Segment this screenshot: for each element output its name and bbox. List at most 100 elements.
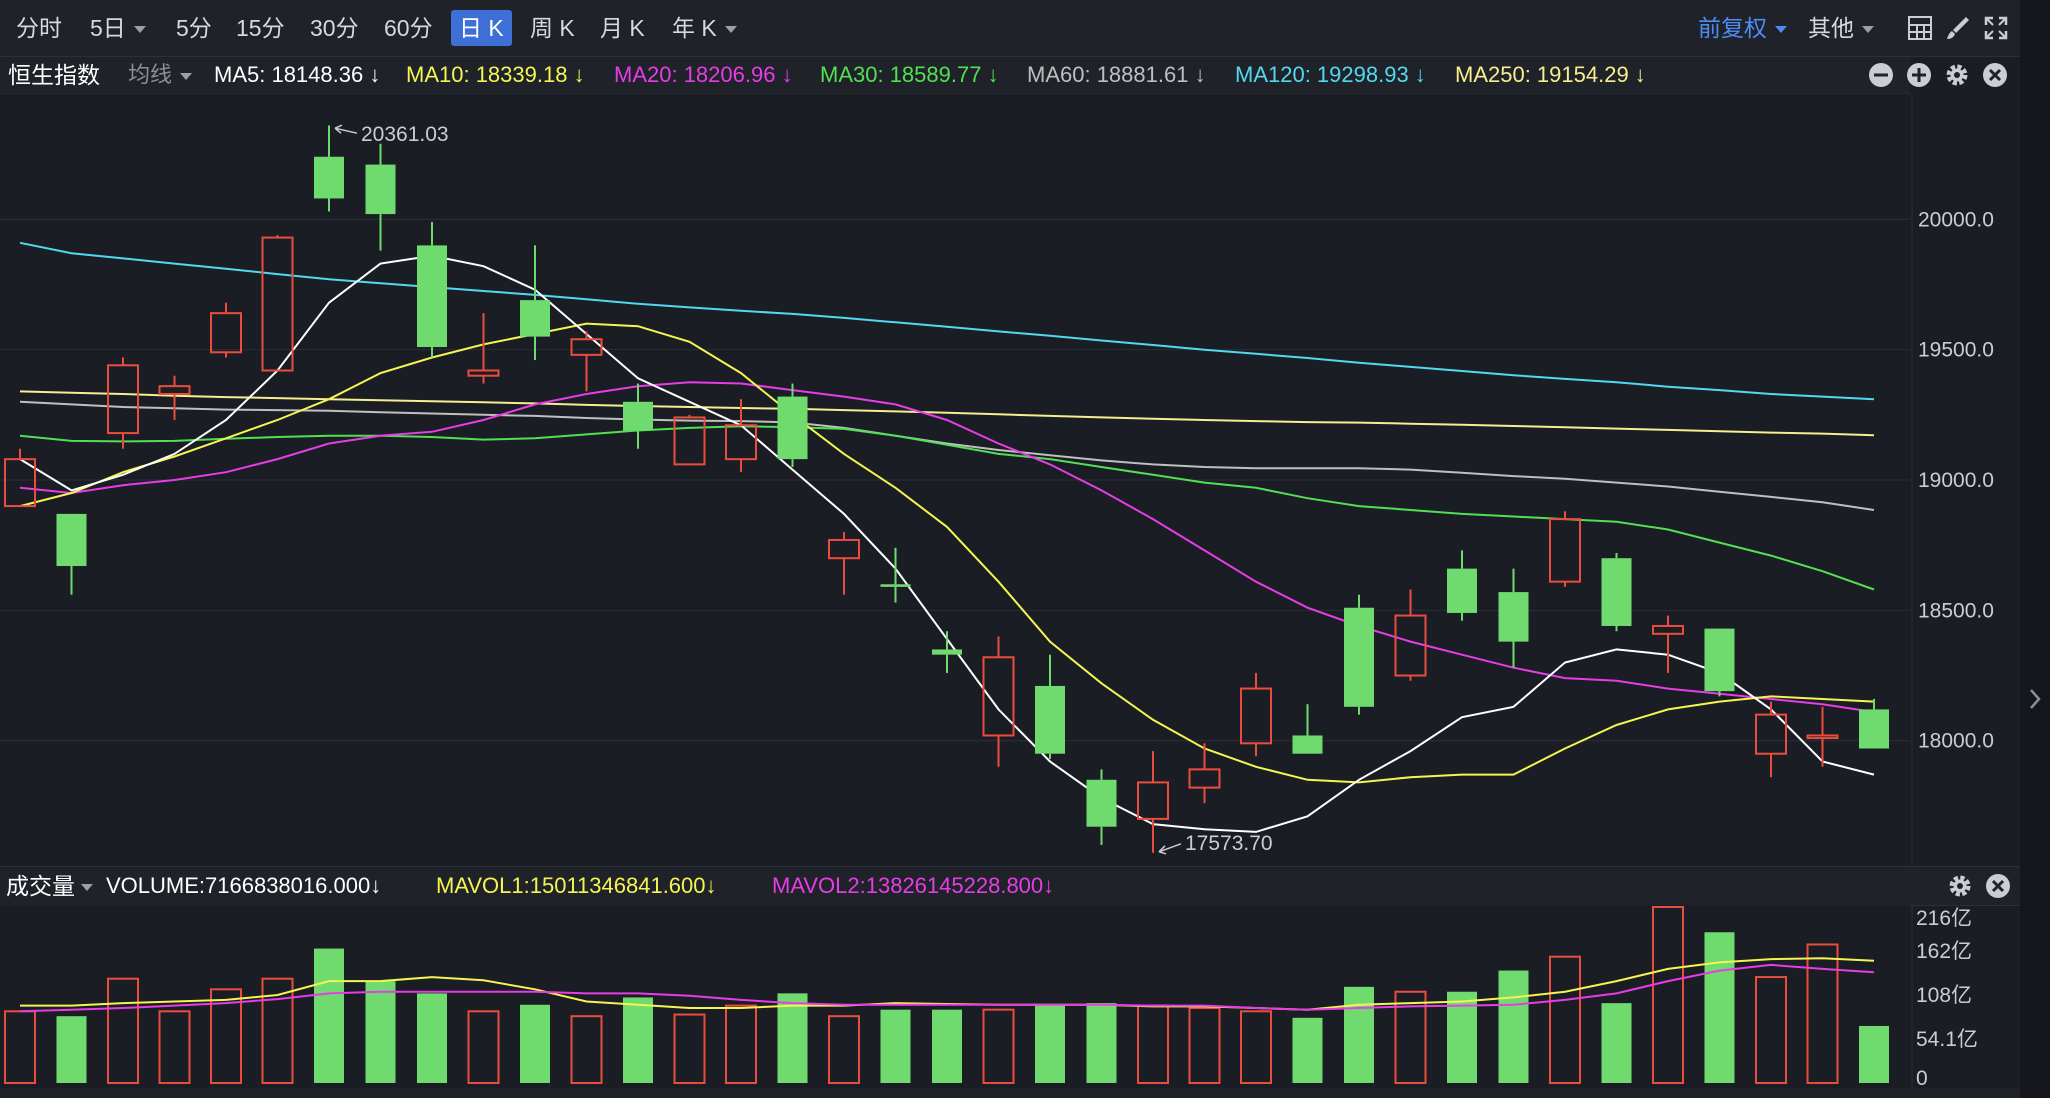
- candle-body: [365, 164, 396, 215]
- chevron-down-icon: [180, 72, 193, 80]
- volume-bar: [1859, 1025, 1889, 1083]
- candle: [1549, 511, 1581, 587]
- add-icon[interactable]: [1905, 61, 1933, 89]
- candle: [1035, 654, 1065, 759]
- tab-label: 30分: [310, 15, 359, 41]
- volume-indicator-dropdown[interactable]: 成交量: [6, 867, 93, 905]
- gear-icon[interactable]: [1946, 872, 1974, 900]
- tab-yearly[interactable]: 年 K: [664, 10, 745, 46]
- candle: [982, 636, 1015, 767]
- high-annotation-arrow: [334, 124, 358, 134]
- chevron-right-icon[interactable]: [2026, 686, 2044, 712]
- volume-bar: [982, 1008, 1015, 1084]
- tab-15min[interactable]: 15分: [228, 10, 293, 46]
- mavol2-value: MAVOL2:13826145228.800↓: [772, 873, 1055, 898]
- candle: [520, 245, 550, 361]
- volume-bar: [1086, 1003, 1117, 1083]
- volume-bar: [1704, 932, 1735, 1083]
- ma-line: [19, 400, 1875, 511]
- candle-body: [777, 396, 808, 460]
- candle: [107, 357, 139, 449]
- candle: [1704, 628, 1735, 697]
- ma20-value: MA20: 18206.96 ↓: [614, 62, 793, 87]
- price-annotations: 20361.03 17573.70: [334, 123, 1273, 855]
- tab-60min[interactable]: 60分: [376, 10, 441, 46]
- tab-daily[interactable]: 日 K: [451, 10, 512, 46]
- volume-bar: [623, 997, 653, 1083]
- close-icon[interactable]: [1984, 872, 2012, 900]
- gear-icon[interactable]: [1943, 61, 1971, 89]
- volume-bar: [1652, 906, 1684, 1084]
- volume-bar: [932, 1009, 962, 1083]
- price-y-axis: 20000.0 19500.0 19000.0 18500.0 18000.0: [1918, 208, 1994, 752]
- close-icon[interactable]: [1981, 61, 2009, 89]
- volume-bar: [314, 948, 344, 1083]
- other-dropdown[interactable]: 其他: [1800, 10, 1882, 46]
- tab-monthly[interactable]: 月 K: [592, 10, 653, 46]
- ma-line: [19, 322, 1875, 784]
- candle-body: [107, 364, 139, 435]
- fullscreen-icon[interactable]: [1982, 14, 2010, 42]
- indicator-dropdown[interactable]: 均线: [128, 57, 193, 93]
- mavol1-value: MAVOL1:15011346841.600↓: [436, 873, 717, 898]
- candle-body: [1549, 518, 1581, 583]
- tab-intraday[interactable]: 分时: [8, 10, 70, 46]
- minimize-icon[interactable]: [1867, 61, 1895, 89]
- y-tick-label: 18000.0: [1918, 730, 1994, 753]
- volume-bars: [4, 906, 1889, 1085]
- candle: [417, 221, 447, 358]
- volume-ma-line: [19, 963, 1875, 1013]
- volume-bar: [1447, 991, 1477, 1083]
- volume-bar: [1035, 1005, 1065, 1083]
- candle-body: [210, 312, 242, 354]
- ma-line: [19, 241, 1875, 401]
- candle-body: [1137, 781, 1169, 820]
- volume-bar: [417, 993, 447, 1083]
- tab-label: 60分: [384, 15, 433, 41]
- candle: [314, 125, 344, 212]
- volume-bar: [673, 1013, 706, 1084]
- volume-bar: [1394, 990, 1427, 1084]
- candle-body: [1498, 592, 1529, 642]
- candle: [1137, 751, 1169, 853]
- tab-label: 日 K: [459, 15, 504, 41]
- volume-y-axis: 216亿 162亿 108亿 54.1亿 0: [1916, 907, 1978, 1088]
- tab-5min[interactable]: 5分: [168, 10, 220, 46]
- volume-legend-bar: 成交量 VOLUME:7166838016.000↓ MAVOL1:150113…: [0, 866, 2020, 906]
- tab-30min[interactable]: 30分: [302, 10, 367, 46]
- volume-bar: [1344, 986, 1374, 1083]
- candle: [777, 383, 808, 467]
- ma60-value: MA60: 18881.61 ↓: [1027, 62, 1206, 87]
- candle-body: [1086, 779, 1117, 827]
- price-chart: 20000.0 19500.0 19000.0 18500.0 18000.0 …: [0, 94, 1994, 866]
- high-annotation-label: 20361.03: [361, 123, 449, 146]
- candle: [1188, 743, 1221, 804]
- ma250-value: MA250: 19154.29 ↓: [1455, 62, 1646, 87]
- candle-body: [880, 584, 911, 587]
- candle-body: [1704, 628, 1735, 692]
- volume-bar: [467, 1010, 500, 1084]
- candle: [467, 313, 500, 384]
- volume-bar: [158, 1010, 191, 1084]
- tab-weekly[interactable]: 周 K: [522, 10, 583, 46]
- volume-chart: 216亿 162亿 108亿 54.1亿 0: [0, 905, 1978, 1088]
- volume-y-tick-label: 162亿: [1916, 940, 1972, 963]
- ma30-value: MA30: 18589.77 ↓: [820, 62, 999, 87]
- draw-brush-icon[interactable]: [1944, 14, 1972, 42]
- candle: [56, 513, 87, 595]
- volume-bar: [880, 1009, 911, 1083]
- low-annotation-label: 17573.70: [1185, 832, 1273, 855]
- chevron-down-icon: [724, 26, 737, 34]
- candle: [1806, 706, 1839, 767]
- candle-body: [1755, 713, 1787, 755]
- volume-y-tick-label: 54.1亿: [1916, 1028, 1978, 1051]
- ma120-value: MA120: 19298.93 ↓: [1235, 62, 1426, 87]
- adjust-dropdown[interactable]: 前复权: [1690, 10, 1795, 46]
- layout-icon[interactable]: [1906, 14, 1934, 42]
- other-label: 其他: [1808, 15, 1854, 41]
- candle-body: [314, 156, 344, 199]
- candle-body: [158, 385, 191, 395]
- tab-5day[interactable]: 5日: [82, 10, 154, 46]
- tab-label: 年 K: [672, 15, 717, 41]
- volume-bar: [1549, 955, 1581, 1084]
